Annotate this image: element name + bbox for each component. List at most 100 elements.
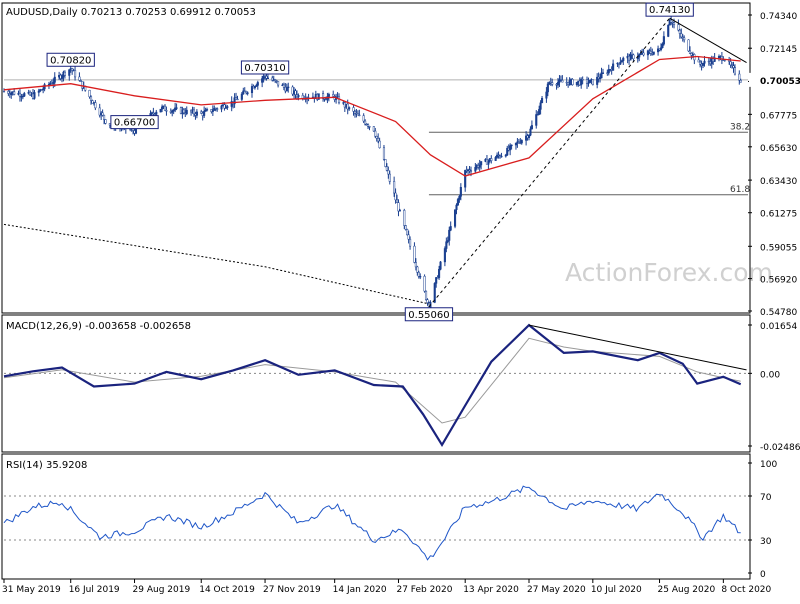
candle-body <box>514 142 518 146</box>
candle-body <box>680 33 683 38</box>
candle-body <box>291 86 294 95</box>
candle-body <box>74 70 77 78</box>
candle-body <box>406 229 409 236</box>
candle-body <box>266 77 270 79</box>
rsi-line <box>3 485 741 561</box>
candle-body <box>375 135 378 139</box>
candle-body <box>195 111 198 116</box>
candle-body <box>530 125 533 130</box>
candle-body <box>701 63 705 66</box>
candle-body <box>53 76 56 83</box>
price-annotation-label: 0.70820 <box>50 55 91 66</box>
candle-body <box>732 65 735 68</box>
candle-body <box>346 103 349 110</box>
price-axis-label: 0.65630 <box>760 144 797 154</box>
price-axis-label: 0.72145 <box>760 45 797 55</box>
candle-body <box>317 93 320 100</box>
candle-body <box>642 52 645 56</box>
candle-body <box>287 86 290 89</box>
candle-body <box>720 55 723 61</box>
price-annotation-label: 0.70310 <box>244 63 285 74</box>
candle-body <box>585 79 589 84</box>
candle-body <box>182 109 185 114</box>
candle-body <box>646 50 649 56</box>
candle-body <box>42 88 45 91</box>
candle-body <box>256 82 259 86</box>
candle-body <box>681 36 684 39</box>
candle-body <box>175 107 178 109</box>
candle-body <box>670 19 673 23</box>
candle-body <box>601 72 605 74</box>
candle-body <box>378 140 381 149</box>
candle-body <box>551 82 554 85</box>
candle-body <box>546 83 549 93</box>
candle-body <box>356 113 359 116</box>
candle-body <box>703 60 706 64</box>
long-moving-average-line <box>3 223 430 305</box>
candle-body <box>205 109 209 111</box>
candle-body <box>21 95 24 98</box>
candle-body <box>667 24 670 37</box>
candle-body <box>409 238 412 247</box>
candle-body <box>697 59 700 63</box>
candle-body <box>538 109 541 115</box>
price-annotation-label: 0.55060 <box>408 310 449 321</box>
candle-body <box>599 77 602 80</box>
candle-body <box>571 79 574 86</box>
candle-body <box>103 114 106 120</box>
candle-body <box>377 138 380 142</box>
candle-body <box>388 173 391 182</box>
candle-body <box>274 79 277 81</box>
candle-body <box>632 54 635 60</box>
candle-body <box>652 51 655 55</box>
candle-body <box>200 111 203 114</box>
candle-body <box>443 248 446 263</box>
candle-body <box>487 160 490 165</box>
candle-body <box>2 91 6 93</box>
price-title: AUDUSD,Daily 0.70213 0.70253 0.69912 0.7… <box>6 7 256 18</box>
macd-signal-line <box>3 337 741 424</box>
candle-body <box>234 97 238 100</box>
fib-level-label: 61.8 <box>730 185 750 195</box>
candle-body <box>395 199 399 203</box>
candle-body <box>348 107 351 110</box>
candle-body <box>404 225 407 230</box>
candle-body <box>68 69 71 76</box>
candle-body <box>394 192 397 201</box>
candle-body <box>541 98 544 104</box>
candle-body <box>449 226 452 231</box>
candle-body <box>104 119 107 124</box>
candle-body <box>556 82 560 86</box>
candle-body <box>619 61 622 65</box>
candle-body <box>678 29 681 34</box>
price-axis-label: 0.67775 <box>760 111 797 121</box>
candle-body <box>677 24 680 31</box>
candle-body <box>496 154 499 158</box>
current-price-label: 0.70053 <box>760 77 800 87</box>
candle-body <box>52 82 55 84</box>
candle-body <box>163 105 167 111</box>
candle-body <box>323 98 326 100</box>
candle-body <box>600 72 603 79</box>
candle-body <box>612 63 615 71</box>
candle-body <box>607 69 610 74</box>
candle-body <box>413 245 416 263</box>
macd-axis-label: 0.00 <box>760 370 780 380</box>
candle-body <box>730 64 734 66</box>
candle-body <box>469 170 473 172</box>
candle-body <box>497 154 500 157</box>
candle-body <box>545 91 548 99</box>
moving-average-line <box>3 55 741 177</box>
candle-body <box>448 229 451 241</box>
candle-body <box>539 102 542 110</box>
candle-body <box>155 111 158 115</box>
macd-axis-label: 0.01654 <box>760 322 797 332</box>
macd-axis-label: -0.02486 <box>760 443 800 453</box>
candle-body <box>10 92 13 95</box>
candle-body <box>455 204 458 210</box>
candle-body <box>414 262 417 268</box>
candle-body <box>245 91 248 94</box>
fib-level-label: 38.2 <box>730 122 750 132</box>
candle-body <box>33 92 36 99</box>
